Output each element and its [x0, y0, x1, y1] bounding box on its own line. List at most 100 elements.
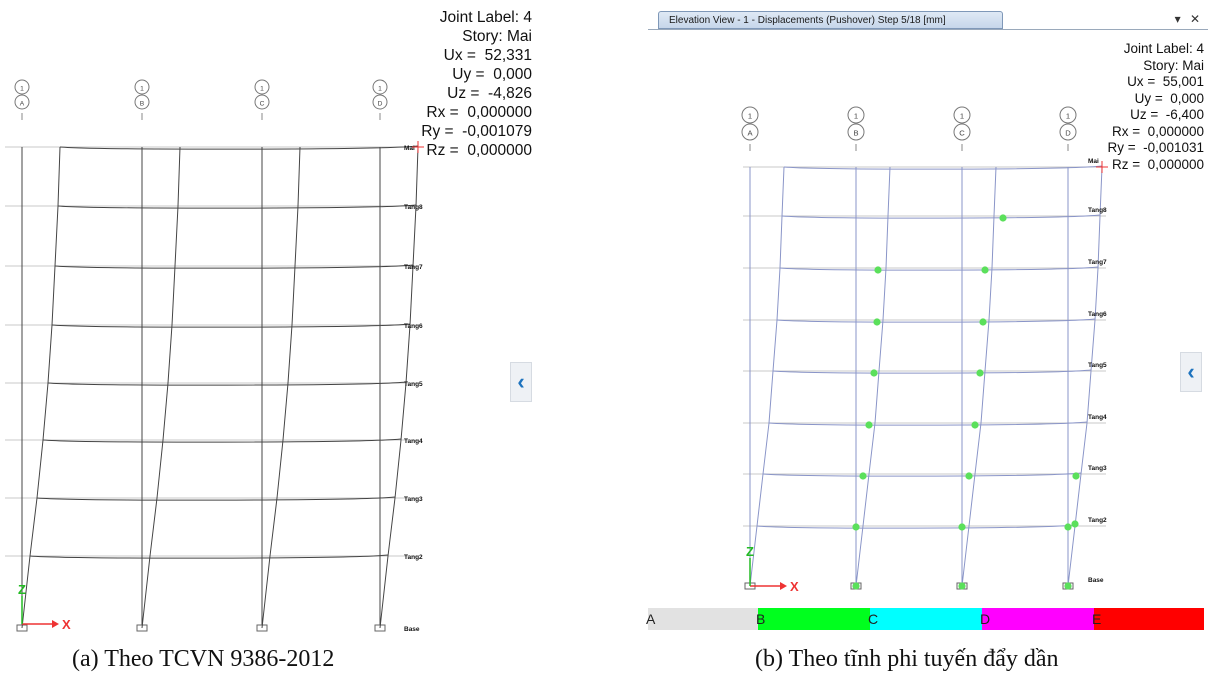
deformed-column [855, 166, 891, 587]
hinge-state-legend: A B C D E [646, 608, 1204, 630]
story-label: Tang2 [1088, 517, 1107, 524]
ry-value: Ry = -0,001031 [1107, 140, 1204, 155]
grid-letter-label: B [140, 101, 145, 108]
deformed-beam [772, 369, 1092, 374]
deformed-column [379, 146, 419, 629]
elevation-view-pushover: Elevation View - 1 - Displacements (Push… [646, 0, 1208, 690]
uy-value: Uy = 0,000 [1134, 90, 1204, 106]
collapse-panel-button-a[interactable]: ‹ [510, 362, 532, 402]
plastic-hinge [1071, 520, 1079, 528]
deformed-column [961, 166, 997, 587]
window-controls: ▾ ✕ [1169, 12, 1200, 26]
ux-value: Ux = 55,001 [1127, 74, 1204, 89]
grid-number-label: 1 [20, 86, 24, 93]
plastic-hinge [874, 266, 882, 274]
grid-number-label: 1 [378, 86, 382, 93]
x-axis-arrowhead [52, 620, 59, 628]
legend-label: B [756, 611, 766, 627]
grid-bubble-letter [741, 123, 759, 141]
chevron-left-icon: ‹ [517, 369, 525, 394]
legend-label: D [980, 611, 991, 627]
plastic-hinge [999, 214, 1007, 222]
plastic-hinge [958, 582, 966, 590]
grid-number-label: 1 [1066, 112, 1070, 121]
dropdown-menu-icon[interactable]: ▾ [1174, 12, 1181, 26]
deformed-column [749, 166, 785, 587]
story-label: Tang8 [1088, 207, 1107, 214]
grid-bubble-number [254, 79, 270, 95]
legend-segment-b: B [756, 608, 870, 630]
story-label: Tang3 [1088, 465, 1107, 472]
deformed-column [1067, 166, 1103, 587]
deformed-beam [36, 496, 396, 501]
plastic-hinge [981, 266, 989, 274]
elevation-view-tcvn: 1 A 1 B 1 C 1 D Mai Tang8 Tang7 Tang6 Tang5 Tang4 Tang… [0, 0, 540, 690]
window-tab-title[interactable]: Elevation View - 1 - Displacements (Push… [658, 11, 1003, 29]
deformed-column [261, 146, 301, 629]
plastic-hinge [965, 472, 973, 480]
deformed-beam [762, 472, 1082, 477]
deformed-beam [54, 264, 414, 269]
deformed-beam [51, 323, 411, 328]
grid-bubble-letter [14, 94, 30, 110]
deformed-beam [29, 554, 389, 559]
grid-bubble-letter [372, 94, 388, 110]
grid-bubble-number [741, 106, 759, 124]
collapse-panel-button-b[interactable]: ‹ [1180, 352, 1202, 392]
plastic-hinge [1064, 523, 1072, 531]
story-label: Tang6 [1088, 311, 1107, 318]
joint-readout-a: Joint Label: 4 Story: Mai Ux = 52,331 Uy… [421, 8, 532, 160]
deformed-beam [768, 421, 1088, 426]
x-axis-label: X [790, 579, 799, 594]
plastic-hinge [976, 369, 984, 377]
story-label: Tang5 [404, 381, 423, 388]
plastic-hinge [852, 582, 860, 590]
ry-value: Ry = -0,001079 [421, 123, 532, 140]
grid-number-label: 1 [960, 112, 964, 121]
plastic-hinge [873, 318, 881, 326]
story-label: Tang7 [404, 264, 423, 271]
uy-value: Uy = 0,000 [452, 66, 532, 83]
grid-bubble-letter [953, 123, 971, 141]
frame-drawing-a: 1 A 1 B 1 C 1 D Mai Tang8 Tang7 Tang6 Tang5 Tang4 Tang… [5, 79, 424, 633]
x-axis-arrowhead [780, 582, 787, 590]
grid-number-label: 1 [260, 86, 264, 93]
plastic-hinge [971, 421, 979, 429]
caption-b: (b) Theo tĩnh phi tuyến đẩy dần [755, 646, 1059, 672]
uz-value: Uz = -4,826 [447, 85, 532, 102]
deformed-column [141, 146, 181, 629]
caption-a: (a) Theo TCVN 9386-2012 [72, 646, 335, 672]
story-label: Mai [1088, 158, 1099, 165]
deformed-beam [47, 381, 407, 386]
plastic-hinge [852, 523, 860, 531]
grid-bubble-letter [254, 94, 270, 110]
story-label: Tang3 [404, 496, 423, 503]
story-label: Tang7 [1088, 259, 1107, 266]
deformed-beam [781, 214, 1101, 219]
x-axis-label: X [62, 617, 71, 632]
story-label: Tang8 [404, 204, 423, 211]
rz-value: Rz = 0,000000 [426, 142, 532, 159]
grid-number-label: 1 [854, 112, 858, 121]
close-icon[interactable]: ✕ [1189, 12, 1200, 26]
grid-bubble-letter [1059, 123, 1077, 141]
grid-bubble-number [372, 79, 388, 95]
grid-number-label: 1 [748, 112, 752, 121]
grid-letter-label: C [260, 101, 265, 108]
plastic-hinge [859, 472, 867, 480]
story-label: Base [1088, 577, 1104, 584]
deformed-beam [59, 145, 419, 150]
story-label: Tang6 [404, 323, 423, 330]
grid-letter-label: A [20, 101, 25, 108]
z-axis-label: Z [746, 544, 754, 559]
grid-bubble-number [1059, 106, 1077, 124]
story-label: Tang5 [1088, 362, 1107, 369]
story-text: Story: Mai [1143, 57, 1204, 73]
rx-value: Rx = 0,000000 [1112, 123, 1204, 139]
deformed-beam [779, 266, 1099, 271]
story-label: Tang4 [404, 438, 423, 445]
plastic-hinge [870, 369, 878, 377]
grid-bubble-number [953, 106, 971, 124]
grid-letter-label: C [959, 129, 965, 138]
ux-value: Ux = 52,331 [443, 47, 532, 64]
